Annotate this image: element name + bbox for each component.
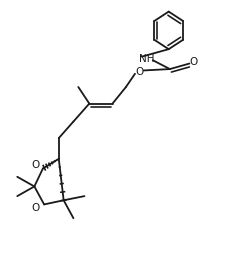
- Text: O: O: [135, 67, 144, 77]
- Text: O: O: [31, 160, 39, 170]
- Text: NH: NH: [139, 54, 154, 64]
- Text: O: O: [31, 203, 40, 213]
- Text: O: O: [189, 57, 197, 67]
